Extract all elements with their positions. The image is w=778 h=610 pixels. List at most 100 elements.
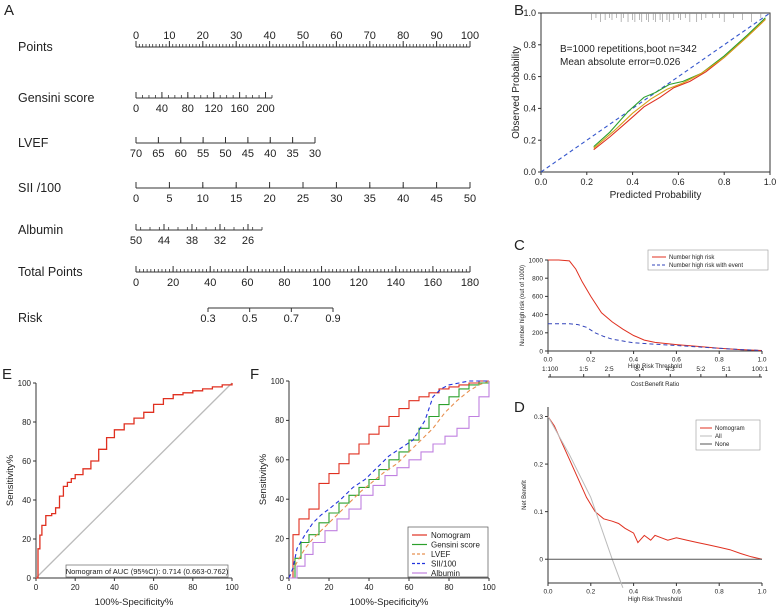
nomogram-tick-label: 80 [278, 277, 290, 289]
series-line-ideal [540, 12, 771, 173]
nomogram-tick-label: 45 [430, 193, 442, 205]
y-tick-label: 0.6 [523, 72, 536, 82]
y-tick-label: 20 [22, 535, 31, 544]
nomogram-tick-label: 35 [287, 148, 299, 160]
y-tick-label: 0 [539, 556, 543, 563]
nomogram-tick-label: 26 [242, 235, 254, 247]
x-tick-label: 1.0 [757, 589, 766, 596]
x-tick-label: 40 [110, 583, 119, 592]
nomogram-tick-label: 70 [130, 148, 142, 160]
nomogram-tick-label: 160 [424, 277, 442, 289]
legend-label: Albumin [431, 569, 460, 578]
nomogram-tick-label: 65 [152, 148, 164, 160]
series-line-lvef [288, 380, 490, 579]
legend-label: Gensini score [431, 541, 480, 550]
nomogram-tick-label: 120 [349, 277, 367, 289]
nomogram-tick-label: 40 [263, 30, 275, 42]
nomogram-tick-label: 180 [461, 277, 479, 289]
x-tick-label: 0.4 [626, 177, 639, 187]
legend-box [695, 419, 761, 451]
panel-letter-e: E [2, 366, 12, 383]
nomogram-tick-label: 90 [430, 30, 442, 42]
legend-label: All [715, 434, 722, 440]
nomogram-row-label: Risk [18, 311, 43, 325]
nomogram-tick-label: 50 [464, 193, 476, 205]
nomogram-tick-label: 40 [204, 277, 216, 289]
y-axis-label: Number high risk (out of 1000) [520, 265, 526, 346]
nomogram-tick-label: 38 [186, 235, 198, 247]
y-tick-label: 60 [22, 457, 31, 466]
x-axis-label: High Risk Threshold [628, 364, 682, 370]
cost-benefit-tick-label: 100:1 [752, 366, 769, 373]
nomogram-tick-label: 10 [197, 193, 209, 205]
x-tick-label: 0.2 [586, 357, 595, 364]
roc-legend-text: Nomogram of AUC (95%CI): 0.714 (0.663-0.… [66, 567, 229, 576]
cost-benefit-tick-label: 4:3 [666, 366, 675, 373]
legend-label: LVEF [431, 550, 451, 559]
y-axis-label: Observed Probability [511, 46, 522, 139]
nomogram-tick-label: 0 [133, 30, 139, 42]
legend-label: Nomogram [715, 426, 745, 432]
y-tick-label: 600 [532, 294, 543, 301]
legend-label: Number high risk [669, 255, 715, 261]
cost-benefit-tick-label: 3:4 [635, 366, 644, 373]
nomogram-tick-label: 0.3 [200, 313, 215, 325]
nomogram-tick-label: 45 [242, 148, 254, 160]
series-line-nomogram [547, 416, 763, 560]
x-tick-label: 100 [225, 583, 239, 592]
nomogram-tick-label: 50 [297, 30, 309, 42]
x-tick-label: 80 [445, 583, 454, 592]
x-tick-label: 40 [365, 583, 374, 592]
nomogram-tick-label: 50 [130, 235, 142, 247]
legend-box [647, 249, 769, 271]
x-tick-label: 0.6 [672, 357, 681, 364]
series-line-bias-corrected [593, 17, 766, 148]
series-line-number-high-risk [548, 259, 763, 351]
nomogram-tick-label: 0 [133, 103, 139, 115]
nomogram-row-label: Total Points [18, 265, 83, 279]
y-tick-label: 0.2 [523, 135, 536, 145]
nomogram-tick-label: 15 [230, 193, 242, 205]
nomogram-row-label: LVEF [18, 136, 49, 150]
x-tick-label: 0 [34, 583, 39, 592]
nomogram-tick-label: 40 [397, 193, 409, 205]
nomogram-tick-label: 10 [163, 30, 175, 42]
nomogram-row-label: Points [18, 40, 53, 54]
cost-benefit-tick-label: 1:100 [542, 366, 559, 373]
cost-benefit-tick-label: 5:2 [696, 366, 705, 373]
nomogram-tick-label: 100 [312, 277, 330, 289]
cost-benefit-tick-label: 1:5 [579, 366, 588, 373]
series-line-number-high-risk-with-event [548, 323, 763, 351]
nomogram-tick-label: 32 [214, 235, 226, 247]
nomogram-tick-label: 200 [256, 103, 274, 115]
panel-letter-d: D [514, 399, 525, 416]
x-tick-label: 60 [405, 583, 414, 592]
y-tick-label: 0 [539, 348, 543, 355]
x-tick-label: 0.8 [715, 589, 724, 596]
nomogram-tick-label: 50 [219, 148, 231, 160]
x-axis-label: 100%-Specificity% [95, 597, 174, 608]
nomogram-tick-label: 160 [230, 103, 248, 115]
y-tick-label: 0 [280, 574, 285, 583]
x-tick-label: 0.8 [718, 177, 731, 187]
legend-label: Number high risk with event [669, 263, 743, 269]
nomogram-tick-label: 20 [197, 30, 209, 42]
y-tick-label: 1.0 [523, 8, 536, 18]
nomogram-tick-label: 55 [197, 148, 209, 160]
nomogram-tick-label: 120 [205, 103, 223, 115]
series-line-nomogram [36, 383, 233, 579]
nomogram-tick-label: 80 [397, 30, 409, 42]
x-tick-label: 0.2 [586, 589, 595, 596]
series-line-reference [35, 382, 233, 579]
nomogram-row-label: Gensini score [18, 91, 94, 105]
x-tick-label: 80 [188, 583, 197, 592]
y-tick-label: 80 [275, 416, 284, 425]
y-tick-label: 20 [275, 534, 284, 543]
nomogram-tick-label: 5 [166, 193, 172, 205]
x-tick-label: 1.0 [764, 177, 777, 187]
nomogram-tick-label: 0.9 [325, 313, 340, 325]
x-tick-label: 0.6 [672, 177, 685, 187]
x-tick-label: 0 [287, 583, 292, 592]
series-line-sii-100 [288, 380, 489, 579]
